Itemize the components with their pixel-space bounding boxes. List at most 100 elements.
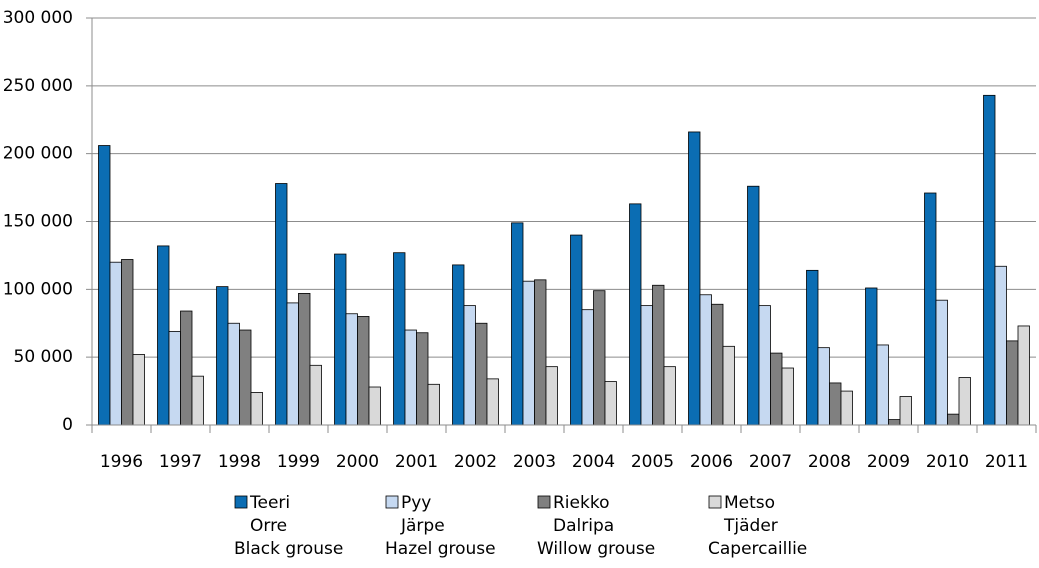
legend-label-sv: Orre: [250, 516, 287, 536]
bar: [699, 294, 712, 426]
y-tick-label: 150 000: [3, 212, 73, 232]
bar: [629, 203, 642, 426]
y-tick-label: 250 000: [3, 76, 73, 96]
legend-label-sv: Tjäder: [723, 516, 778, 536]
bar: [1017, 325, 1030, 426]
x-tick-label: 2009: [867, 452, 910, 472]
y-tick-label: 0: [62, 415, 73, 435]
bar: [652, 284, 665, 426]
bar: [581, 309, 594, 426]
bar: [109, 261, 122, 426]
bar: [711, 303, 724, 426]
bar: [180, 310, 193, 426]
bar: [806, 269, 819, 426]
y-tick-label: 200 000: [3, 144, 73, 164]
bar: [570, 234, 583, 426]
bar: [345, 313, 358, 426]
x-tick-label: 2004: [572, 452, 615, 472]
bar: [427, 383, 440, 426]
bar: [770, 352, 783, 426]
bar: [983, 94, 996, 426]
legend-label: Pyy: [401, 493, 431, 513]
x-tick-label: 2002: [454, 452, 497, 472]
bar: [475, 322, 488, 426]
bar: [357, 316, 370, 426]
bar: [298, 293, 311, 426]
legend-label-en: Hazel grouse: [385, 539, 496, 559]
bar: [511, 222, 524, 426]
bar: [157, 245, 170, 426]
legend-label: Teeri: [249, 493, 290, 513]
bar: [593, 290, 606, 426]
bar: [309, 364, 322, 426]
x-tick-label: 2008: [808, 452, 851, 472]
bar: [958, 377, 971, 426]
bar: [865, 287, 878, 426]
legend-label-sv: Dalripa: [553, 516, 614, 536]
legend-label-en: Capercaillie: [708, 539, 807, 559]
bar: [227, 322, 240, 426]
x-tick-label: 2001: [395, 452, 438, 472]
x-tick-label: 2011: [985, 452, 1028, 472]
bar: [286, 302, 299, 426]
bar: [486, 378, 499, 426]
x-tick-label: 1998: [218, 452, 261, 472]
legend-label: Riekko: [553, 493, 609, 513]
x-tick-label: 2000: [336, 452, 379, 472]
y-tick-label: 300 000: [3, 8, 73, 28]
bar: [947, 413, 960, 426]
bar: [98, 145, 111, 426]
bar: [840, 390, 853, 426]
x-tick-label: 1997: [159, 452, 202, 472]
x-tick-label: 1999: [277, 452, 320, 472]
y-tick-label: 50 000: [14, 347, 73, 367]
bar: [239, 329, 252, 426]
bar: [604, 381, 617, 426]
bar: [781, 367, 794, 426]
bar: [829, 382, 842, 426]
bar: [452, 264, 465, 426]
bar: [640, 305, 653, 426]
x-tick-label: 2010: [926, 452, 969, 472]
bar: [191, 375, 204, 426]
bar: [216, 286, 229, 426]
bar: [121, 259, 134, 426]
bar: [935, 299, 948, 426]
legend-label-sv: Järpe: [400, 516, 445, 536]
bar: [888, 419, 901, 426]
bar: [368, 386, 381, 426]
bar: [924, 192, 937, 426]
bar: [899, 396, 912, 426]
legend-swatch: [708, 495, 722, 509]
x-tick-label: 2005: [631, 452, 674, 472]
legend-label: Metso: [724, 493, 775, 513]
bar: [688, 131, 701, 426]
bar: [275, 183, 288, 426]
legend-label-en: Black grouse: [234, 539, 343, 559]
x-tick-label: 2003: [513, 452, 556, 472]
bar: [522, 280, 535, 426]
legend-swatch: [385, 495, 399, 509]
bar: [534, 279, 547, 426]
bar: [817, 347, 830, 426]
bar: [758, 305, 771, 426]
bar: [994, 265, 1007, 426]
x-tick-label: 2007: [749, 452, 792, 472]
bar: [747, 185, 760, 426]
bar: [663, 366, 676, 426]
bar: [334, 253, 347, 426]
bar: [250, 392, 263, 426]
bar: [722, 345, 735, 426]
bar: [545, 366, 558, 426]
bar: [168, 330, 181, 426]
bar: [416, 332, 429, 426]
legend-swatch: [234, 495, 248, 509]
bar: [132, 354, 145, 426]
legend-label-en: Willow grouse: [537, 539, 655, 559]
bar: [393, 252, 406, 426]
bar: [463, 305, 476, 426]
bar: [876, 344, 889, 426]
y-tick-label: 100 000: [3, 279, 73, 299]
x-tick-label: 2006: [690, 452, 733, 472]
